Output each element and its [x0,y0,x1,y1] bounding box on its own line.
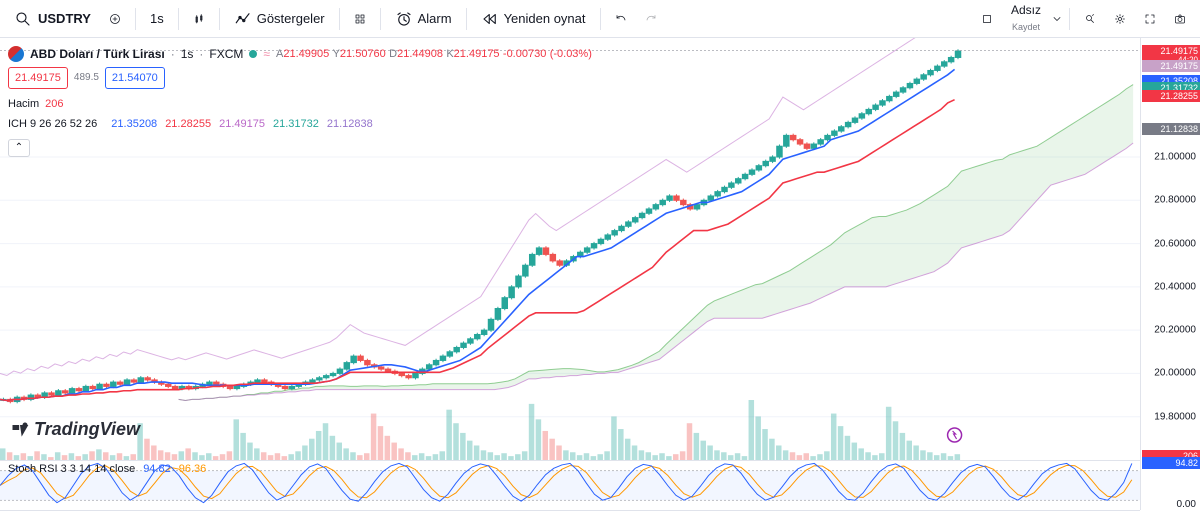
fullscreen-icon [1144,10,1156,28]
plus-icon [109,10,121,28]
interval-button[interactable]: 1s [142,5,172,33]
settings-button[interactable] [1106,5,1134,33]
templates-button[interactable] [346,5,374,33]
grid-icon [354,10,366,28]
separator [339,8,340,30]
separator [380,8,381,30]
stoch-legend: Stoch RSI 3 3 14 14 close 94.82 96.36 [8,463,206,475]
sparkle-icon [1084,10,1096,28]
separator [135,8,136,30]
layout-button[interactable] [973,5,1001,33]
stoch-rsi-chart[interactable]: Stoch RSI 3 3 14 14 close 94.82 96.36 [0,460,1140,510]
symbol-text: USDTRY [38,11,91,26]
symbol-search[interactable]: USDTRY [6,5,99,33]
undo-icon [615,10,627,28]
tradingview-watermark: TradingView [10,419,140,440]
indicators-icon [234,10,252,28]
separator [1069,8,1070,30]
undo-button[interactable] [607,5,635,33]
chart-legend: ABD Doları / Türk Lirası · 1s · FXCM ≈ A… [8,44,592,157]
ichimoku-legend: ICH 9 26 26 52 26 21.3520821.2825521.491… [8,115,592,133]
quick-search-button[interactable] [1076,5,1104,33]
top-toolbar: USDTRY 1s Göstergeler Alarm Yeniden oyna… [0,0,1200,38]
ask-price[interactable]: 21.54070 [105,67,165,89]
market-status-dot [249,50,257,58]
alarm-icon [395,10,413,28]
separator [178,8,179,30]
camera-icon [1174,10,1186,28]
alert-button[interactable]: Alarm [387,5,460,33]
candles-icon [193,10,205,28]
indicators-button[interactable]: Göstergeler [226,5,333,33]
redo-icon [645,10,657,28]
snapshot-button[interactable] [1166,5,1194,33]
ohlc-values: A21.49905 Y21.50760 D21.44908 K21.49175 … [276,44,592,63]
y-axis[interactable]: 19.8000020.0000020.2000020.4000020.60000… [1140,38,1200,460]
stoch-y-axis: 94.820.00 [1140,460,1200,510]
chevron-down-icon[interactable] [1051,10,1063,28]
gear-icon [1114,10,1126,28]
search-icon [14,10,32,28]
save-button[interactable]: Adsız Kaydet [1003,5,1049,33]
x-axis[interactable] [0,510,1140,528]
trend-icon: ≈ [263,45,270,63]
square-icon [981,10,993,28]
instrument-icon [8,46,24,62]
replay-button[interactable]: Yeniden oynat [473,5,594,33]
bid-price[interactable]: 21.49175 [8,67,68,89]
add-symbol-button[interactable] [101,5,129,33]
separator [600,8,601,30]
rewind-icon [481,10,499,28]
fullscreen-button[interactable] [1136,5,1164,33]
separator [466,8,467,30]
chart-style-button[interactable] [185,5,213,33]
separator [219,8,220,30]
instrument-title[interactable]: ABD Doları / Türk Lirası [30,45,165,63]
redo-button[interactable] [637,5,665,33]
collapse-legend-button[interactable]: ⌃ [8,139,30,157]
